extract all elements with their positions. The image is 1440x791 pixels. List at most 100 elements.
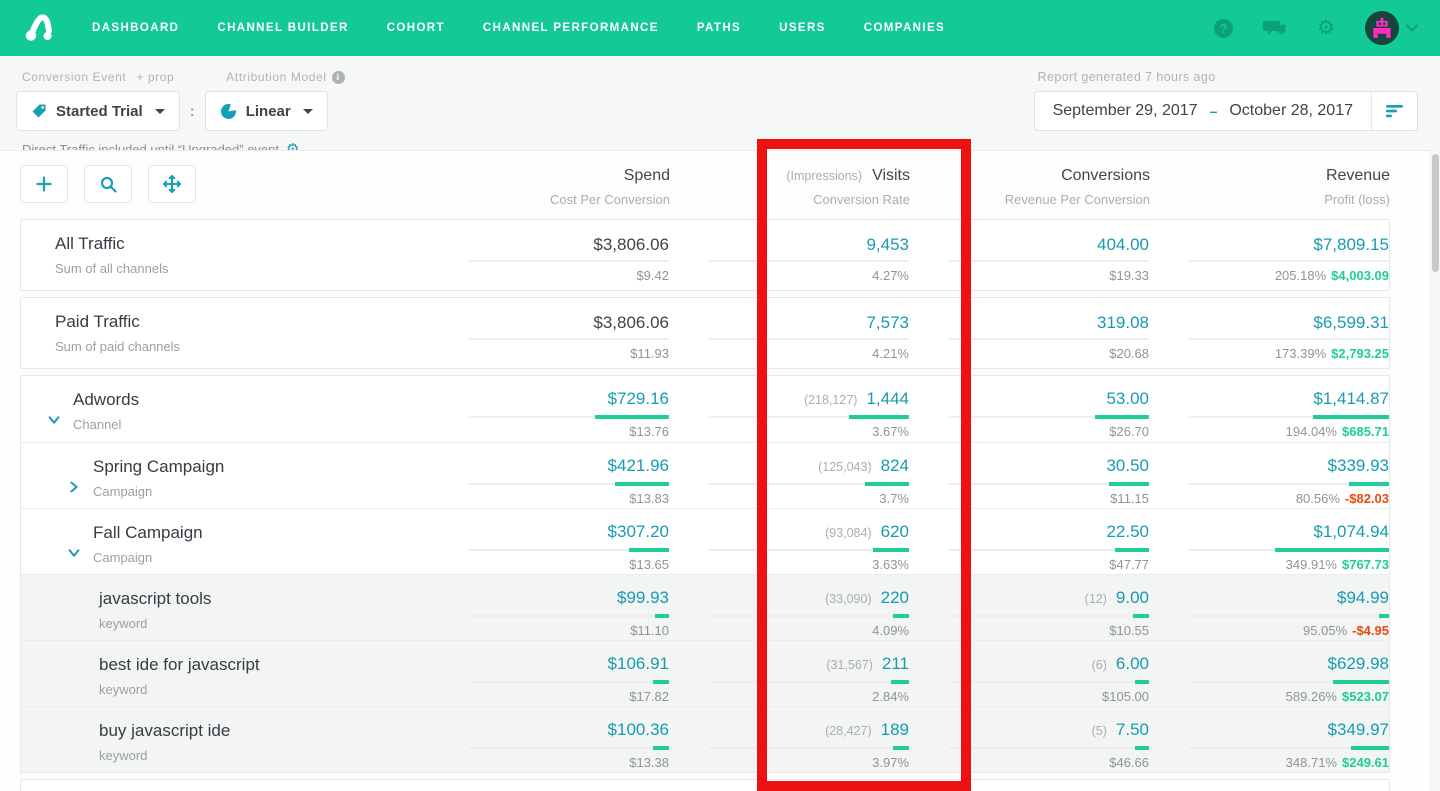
spend-primary[interactable]: $729.16: [607, 389, 669, 408]
visits-secondary: 3.7%: [879, 491, 909, 506]
table-row-best-ide-for-javascript[interactable]: best ide for javascript keyword $106.91 $17…: [21, 640, 1389, 706]
add-button[interactable]: [20, 165, 68, 203]
spend-primary[interactable]: $307.20: [607, 522, 669, 541]
spend-primary[interactable]: $3,806.06: [593, 313, 669, 332]
visits-primary[interactable]: 211: [881, 654, 909, 673]
visits-secondary: 2.84%: [872, 689, 909, 704]
metric-divider: [429, 680, 669, 684]
move-button[interactable]: [148, 165, 196, 203]
metric-divider: [429, 746, 669, 750]
revenue-primary[interactable]: $1,074.94: [1313, 522, 1389, 541]
visits-primary[interactable]: 7,573: [866, 313, 909, 332]
nav-item-dashboard[interactable]: DASHBOARD: [92, 22, 180, 34]
brand-logo-icon[interactable]: [22, 11, 56, 45]
metric-bar: [849, 415, 909, 419]
revenue-primary[interactable]: $94.99: [1337, 588, 1389, 607]
metric-bar: [653, 680, 669, 684]
table-row-fall-campaign[interactable]: Fall Campaign Campaign $307.20 $13.65 (93,08…: [21, 508, 1389, 574]
spend-primary[interactable]: $99.93: [617, 588, 669, 607]
visits-primary[interactable]: 824: [880, 456, 909, 475]
chat-icon[interactable]: [1263, 18, 1287, 38]
scrollbar-thumb[interactable]: [1432, 154, 1439, 272]
column-header-spend[interactable]: Spend Cost Per Conversion: [550, 167, 670, 207]
conversions-secondary: $11.15: [1110, 491, 1149, 506]
visits-primary[interactable]: 1,444: [866, 389, 909, 408]
divider-track: [949, 338, 1149, 340]
table-row-javascript-tools[interactable]: javascript tools keyword $99.93 $11.10 (33,0…: [21, 574, 1389, 640]
visits-primary[interactable]: 620: [880, 522, 909, 541]
visits-primary[interactable]: 189: [880, 720, 909, 739]
spend-primary[interactable]: $421.96: [607, 456, 669, 475]
metric-bar: [1109, 482, 1149, 486]
info-icon[interactable]: i: [331, 70, 345, 84]
chevron-down-icon[interactable]: [47, 413, 61, 427]
table-row-buy-javascript-ide[interactable]: buy javascript ide keyword $100.36 $13.38 (2…: [21, 706, 1389, 772]
table-row-paid-traffic[interactable]: Paid Traffic Sum of paid channels $3,806.0…: [21, 298, 1389, 368]
conversions-primary[interactable]: 319.08: [1097, 313, 1149, 332]
revenue-value: $349.97: [1149, 707, 1389, 742]
search-button[interactable]: [84, 165, 132, 203]
conversions-value: 319.08: [909, 298, 1149, 333]
nav-item-channel-performance[interactable]: CHANNEL PERFORMANCE: [482, 22, 659, 34]
user-menu[interactable]: [1365, 11, 1418, 45]
date-options-button[interactable]: [1371, 92, 1417, 130]
conversions-primary[interactable]: 7.50: [1115, 720, 1149, 739]
divider-track: [469, 615, 669, 617]
date-range-picker[interactable]: September 29, 2017 – October 28, 2017: [1033, 91, 1418, 131]
nav-item-paths[interactable]: PATHS: [696, 22, 742, 34]
nav-item-cohort[interactable]: COHORT: [386, 22, 445, 34]
spend-primary[interactable]: $3,806.06: [593, 235, 669, 254]
nav-item-companies[interactable]: COMPANIES: [863, 22, 946, 34]
divider-track: [709, 416, 909, 418]
visits-primary[interactable]: 9,453: [866, 235, 909, 254]
spend-secondary: $13.38: [629, 755, 669, 770]
revenue-primary[interactable]: $7,809.15: [1313, 235, 1389, 254]
chevron-right-icon[interactable]: [67, 480, 81, 494]
chevron-down-icon[interactable]: [67, 546, 81, 560]
revenue-primary[interactable]: $6,599.31: [1313, 313, 1389, 332]
conversions-primary[interactable]: 22.50: [1106, 522, 1149, 541]
cell-spend: $99.93 $11.10: [429, 575, 669, 640]
revenue-value: $1,074.94: [1149, 509, 1389, 544]
table-row-spring-campaign[interactable]: Spring Campaign Campaign $421.96 $13.83 (125…: [21, 442, 1389, 508]
metric-divider: [909, 482, 1149, 486]
revenue-primary[interactable]: $629.98: [1327, 654, 1389, 673]
divider-track: [469, 681, 669, 683]
profit-value: $249.61: [1342, 755, 1389, 770]
conversions-primary[interactable]: 9.00: [1115, 588, 1149, 607]
conversion-event-select[interactable]: Started Trial: [16, 91, 180, 131]
column-header-visits[interactable]: (Impressions) Visits Conversion Rate: [786, 167, 910, 207]
column-header-conversions[interactable]: Conversions Revenue Per Conversion: [1004, 167, 1150, 207]
divider-track: [1189, 681, 1389, 683]
revenue-primary[interactable]: $339.93: [1327, 456, 1389, 475]
conversions-primary[interactable]: 53.00: [1106, 389, 1149, 408]
add-prop-button[interactable]: + prop: [136, 70, 175, 84]
table-row-video[interactable]: VideoChannel$300.0037714.00$844.97: [21, 780, 1389, 791]
row-type-label: keyword: [99, 682, 148, 697]
table-row-adwords[interactable]: Adwords Channel $729.16 $13.76 (218,127) 1,44…: [21, 376, 1389, 442]
help-icon[interactable]: ?: [1214, 18, 1234, 38]
metric-bar: [595, 415, 669, 419]
gear-icon[interactable]: ⚙: [1317, 17, 1335, 39]
metric-bar: [1313, 415, 1389, 419]
spend-primary[interactable]: $100.36: [607, 720, 669, 739]
avatar[interactable]: [1365, 11, 1399, 45]
conversions-primary[interactable]: 404.00: [1097, 235, 1149, 254]
row-name-area: Fall Campaign Campaign: [21, 509, 429, 574]
cell-revenue: $1,414.87 194.04% $685.71: [1149, 376, 1389, 442]
conversions-primary[interactable]: 30.50: [1106, 456, 1149, 475]
attribution-model-select[interactable]: Linear: [204, 91, 328, 131]
nav-item-channel-builder[interactable]: CHANNEL BUILDER: [217, 22, 349, 34]
nav-item-users[interactable]: USERS: [779, 22, 826, 34]
conversions-primary[interactable]: 6.00: [1115, 654, 1149, 673]
revenue-primary[interactable]: $1,414.87: [1313, 389, 1389, 408]
row-name-area: buy javascript ide keyword: [21, 707, 429, 772]
revenue-primary[interactable]: $349.97: [1327, 720, 1389, 739]
column-header-revenue[interactable]: Revenue Profit (loss): [1324, 167, 1390, 207]
spend-primary[interactable]: $106.91: [607, 654, 669, 673]
chevron-down-icon: [1406, 24, 1418, 32]
table-row-all-traffic[interactable]: All Traffic Sum of all channels $3,806.06 $…: [21, 220, 1389, 290]
impressions-prefix-label: (Impressions): [786, 169, 863, 183]
row-type-label: Campaign: [93, 550, 153, 565]
visits-primary[interactable]: 220: [880, 588, 909, 607]
